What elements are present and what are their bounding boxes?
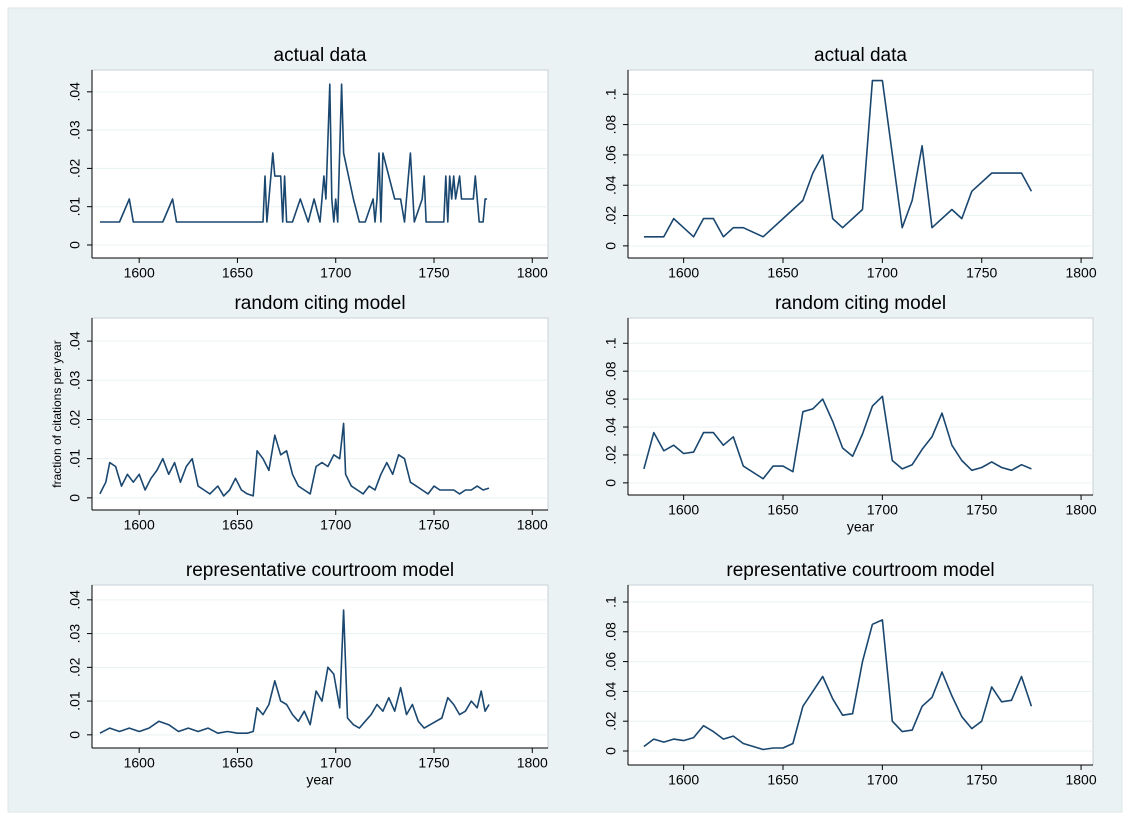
- y-tick-label: 0: [67, 241, 83, 249]
- y-tick-label: .06: [603, 389, 619, 409]
- y-tick-label: .04: [67, 590, 83, 610]
- y-tick-label: .02: [67, 410, 83, 430]
- y-tick-label: .06: [603, 145, 619, 165]
- y-tick-label: .01: [67, 449, 83, 469]
- x-tick-label: 1600: [124, 755, 155, 771]
- y-tick-label: .02: [603, 711, 619, 731]
- data-line: [643, 79, 1033, 238]
- data-line: [99, 609, 490, 735]
- subplot: actual data 0 .01 .02 .03 .04 1600 1650 1700 1750…: [67, 45, 549, 281]
- plot-area: [91, 584, 549, 749]
- x-tick-label: 1700: [320, 265, 351, 281]
- y-tick-label: .04: [67, 82, 83, 102]
- data-line: [99, 83, 488, 223]
- y-tick-label: .02: [603, 445, 619, 465]
- y-tick-label: .04: [67, 331, 83, 351]
- plot-area: [91, 317, 549, 511]
- x-tick-label: 1800: [517, 755, 548, 771]
- x-tick-label: 1600: [124, 265, 155, 281]
- x-tick-label: 1600: [668, 502, 699, 518]
- y-tick-label: .1: [603, 596, 619, 608]
- subplot-title: actual data: [814, 45, 907, 66]
- x-tick-label: 1800: [517, 517, 548, 533]
- plot-area: [627, 69, 1094, 259]
- x-tick-label: 1700: [867, 772, 898, 788]
- y-tick-label: 0: [603, 242, 619, 250]
- x-axis-label: year: [306, 772, 334, 788]
- subplot-title: actual data: [274, 45, 367, 66]
- x-tick-label: 1800: [517, 265, 548, 281]
- x-tick-label: 1600: [668, 265, 699, 281]
- x-tick-label: 1800: [1065, 502, 1096, 518]
- y-axis-label: fraction of citations per year: [50, 340, 64, 487]
- subplot: representative courtroom model 0 .02 .04 .06…: [603, 560, 1097, 788]
- x-tick-label: 1650: [222, 265, 253, 281]
- y-tick-label: .08: [603, 361, 619, 381]
- y-tick-label: .01: [67, 197, 83, 217]
- x-tick-label: 1750: [966, 502, 997, 518]
- y-tick-label: .1: [603, 88, 619, 100]
- x-tick-label: 1650: [222, 517, 253, 533]
- x-tick-label: 1750: [418, 517, 449, 533]
- y-tick-label: .04: [603, 681, 619, 701]
- subplot-title: random citing model: [234, 293, 405, 314]
- y-tick-label: .08: [603, 115, 619, 135]
- y-tick-label: .04: [603, 417, 619, 437]
- y-tick-label: .03: [67, 120, 83, 140]
- x-tick-label: 1650: [222, 755, 253, 771]
- y-tick-label: .08: [603, 622, 619, 642]
- x-tick-label: 1700: [867, 265, 898, 281]
- x-tick-label: 1600: [124, 517, 155, 533]
- data-line: [643, 619, 1033, 751]
- x-tick-label: 1750: [966, 772, 997, 788]
- x-tick-label: 1600: [668, 772, 699, 788]
- subplot: actual data 0 .02 .04 .06 .08 .1 1600 1650 1700 17…: [603, 45, 1097, 281]
- y-tick-label: .02: [67, 158, 83, 178]
- x-tick-label: 1700: [320, 517, 351, 533]
- x-tick-label: 1750: [966, 265, 997, 281]
- data-line: [99, 422, 490, 497]
- plot-area: [627, 317, 1094, 496]
- x-tick-label: 1650: [767, 772, 798, 788]
- subplot-title: representative courtroom model: [186, 560, 454, 581]
- y-tick-label: .01: [67, 691, 83, 711]
- plot-area: [91, 69, 549, 259]
- subplot-title: random citing model: [775, 293, 946, 314]
- y-tick-label: 0: [603, 479, 619, 487]
- y-tick-label: .06: [603, 652, 619, 672]
- subplot: random citing model 0 .01 .02 .03 .04 1600 1650…: [50, 293, 549, 533]
- y-tick-label: .02: [603, 206, 619, 226]
- subplot: random citing model 0 .02 .04 .06 .08 .1 1600 16…: [603, 293, 1097, 535]
- y-tick-label: .03: [67, 370, 83, 390]
- x-tick-label: 1800: [1065, 265, 1096, 281]
- x-tick-label: 1650: [767, 265, 798, 281]
- subplot: representative courtroom model 0 .01 .02 .03…: [67, 560, 549, 788]
- x-tick-label: 1700: [320, 755, 351, 771]
- y-tick-label: 0: [67, 494, 83, 502]
- y-tick-label: .04: [603, 175, 619, 195]
- x-tick-label: 1800: [1065, 772, 1096, 788]
- data-line: [643, 395, 1032, 480]
- x-tick-label: 1650: [767, 502, 798, 518]
- y-tick-label: .02: [67, 657, 83, 677]
- x-axis-label: year: [847, 519, 875, 535]
- x-tick-label: 1750: [418, 755, 449, 771]
- x-tick-label: 1750: [418, 265, 449, 281]
- y-tick-label: .03: [67, 624, 83, 644]
- y-tick-label: 0: [67, 731, 83, 739]
- y-tick-label: .1: [603, 337, 619, 349]
- x-tick-label: 1700: [867, 502, 898, 518]
- subplot-title: representative courtroom model: [726, 560, 994, 581]
- y-tick-label: 0: [603, 747, 619, 755]
